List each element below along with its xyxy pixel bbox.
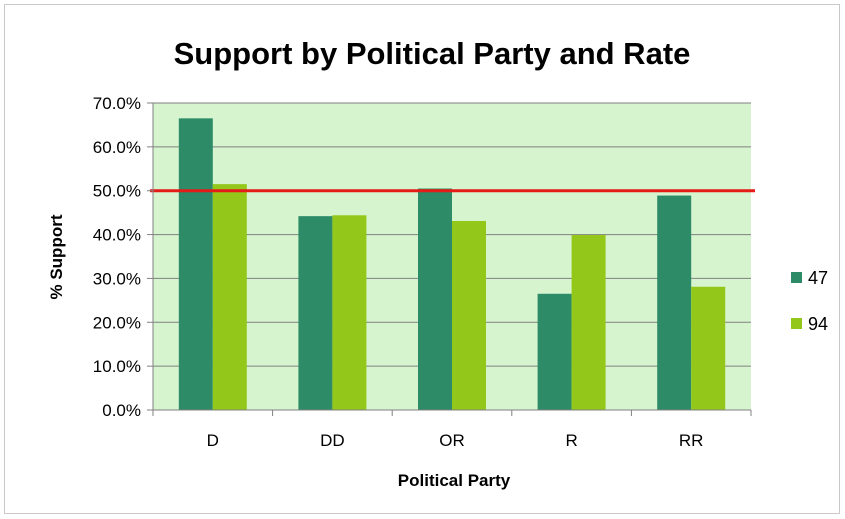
y-tick-label: 60.0%	[93, 138, 141, 157]
y-tick-label: 10.0%	[93, 357, 141, 376]
y-axis-title: % Support	[47, 214, 66, 299]
bar-series-47-OR	[418, 188, 452, 410]
y-tick-label: 70.0%	[93, 94, 141, 113]
legend: 47 94	[791, 268, 828, 334]
x-tick-label: RR	[679, 431, 704, 450]
bar-series-47-D	[178, 118, 213, 410]
chart-title: Support by Political Party and Rate	[174, 36, 691, 71]
y-tick-labels: 0.0% 10.0% 20.0% 30.0% 40.0% 50.0% 60.0% 70.0%	[93, 94, 141, 420]
legend-label: 47	[808, 268, 828, 288]
legend-label: 94	[808, 314, 828, 334]
bar-series-47-DD	[298, 216, 333, 410]
bar-series-94-D	[212, 184, 247, 410]
x-tick-labels: D DD OR R RR	[207, 431, 704, 450]
bar-series-94-DD	[332, 215, 367, 410]
y-tick-label: 0.0%	[102, 401, 141, 420]
x-tick-label: OR	[439, 431, 465, 450]
legend-swatch	[791, 272, 802, 283]
x-tick-label: DD	[320, 431, 345, 450]
legend-swatch	[791, 318, 802, 329]
y-tick-label: 40.0%	[93, 226, 141, 245]
y-tick-label: 30.0%	[93, 269, 141, 288]
bar-series-47-RR	[657, 195, 692, 410]
x-axis-title: Political Party	[398, 471, 511, 490]
bar-series-94-OR	[452, 220, 486, 410]
bars	[178, 118, 726, 410]
bar-series-94-RR	[691, 286, 726, 410]
x-tick-label: D	[207, 431, 219, 450]
bar-series-94-R	[571, 235, 606, 410]
axes	[147, 102, 752, 416]
bar-series-47-R	[537, 293, 572, 410]
y-tick-label: 50.0%	[93, 182, 141, 201]
x-tick-label: R	[565, 431, 577, 450]
y-tick-label: 20.0%	[93, 313, 141, 332]
